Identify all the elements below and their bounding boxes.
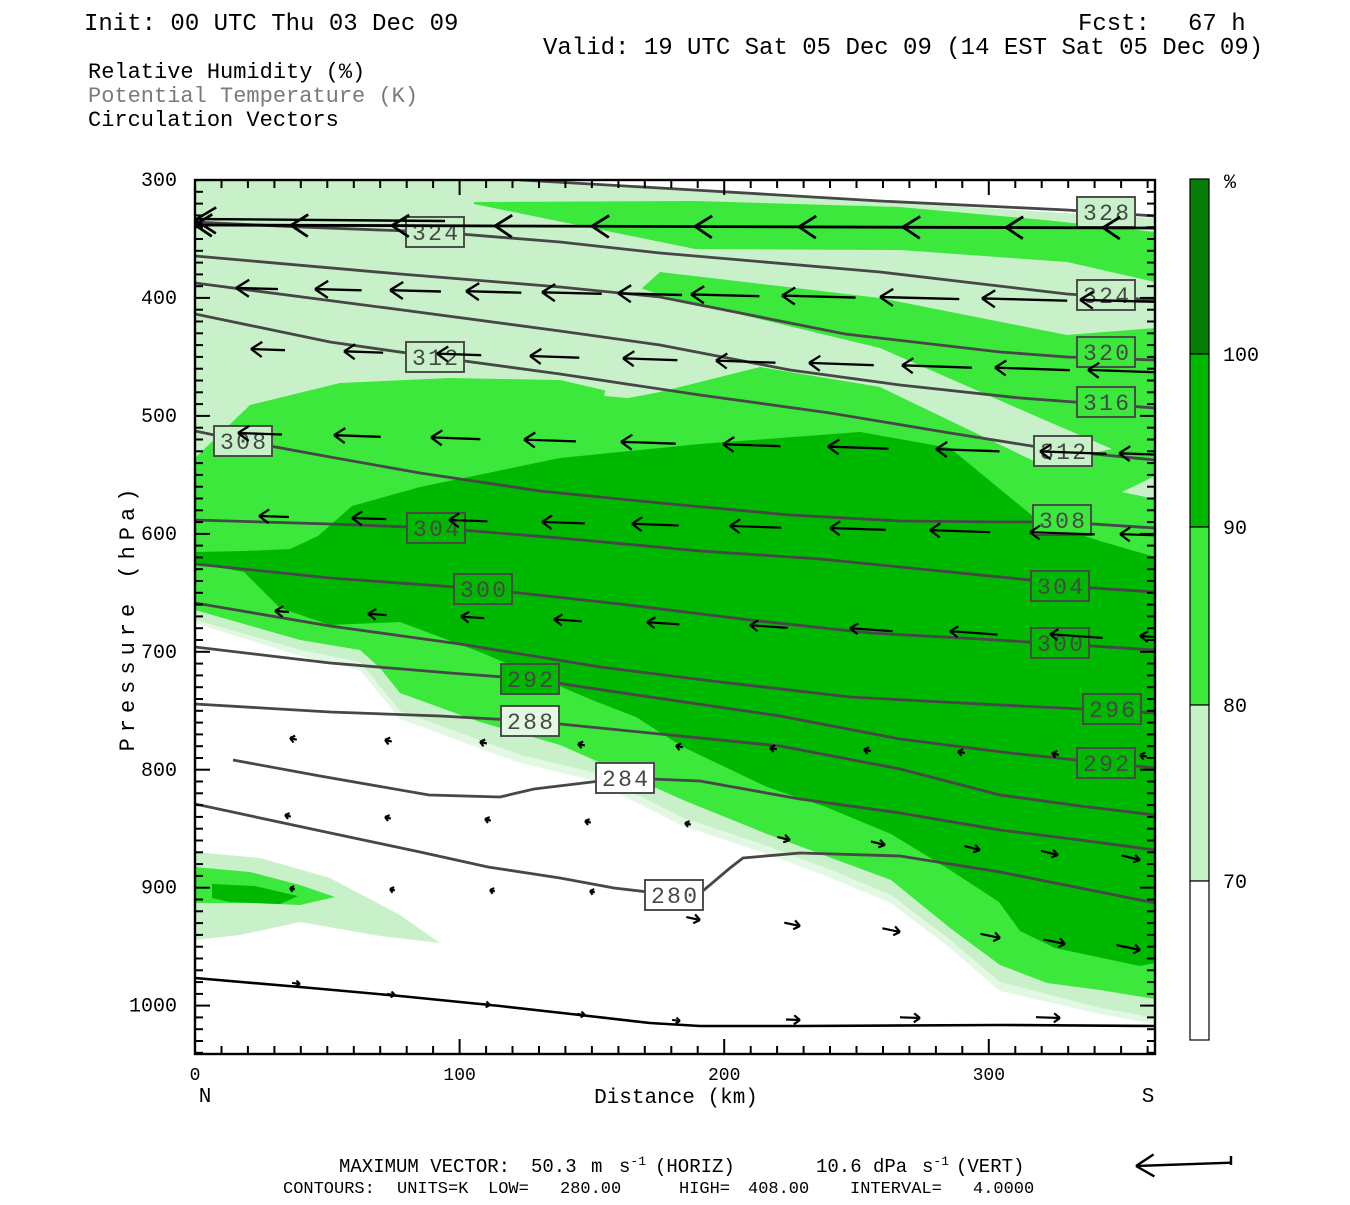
svg-text:312: 312 xyxy=(412,346,458,372)
svg-text:67 h: 67 h xyxy=(1188,11,1246,38)
svg-text:Valid: 19 UTC Sat 05 Dec 09 (1: Valid: 19 UTC Sat 05 Dec 09 (14 EST Sat … xyxy=(543,35,1263,62)
svg-text:296: 296 xyxy=(1089,698,1135,724)
svg-text:400: 400 xyxy=(141,288,177,311)
svg-text:Relative Humidity (%): Relative Humidity (%) xyxy=(88,60,365,85)
svg-text:Init: 00 UTC Thu 03 Dec 09: Init: 00 UTC Thu 03 Dec 09 xyxy=(84,11,458,38)
svg-text:280.00: 280.00 xyxy=(560,1180,621,1199)
svg-text:80: 80 xyxy=(1223,696,1247,719)
svg-text:300: 300 xyxy=(460,578,506,604)
svg-text:900: 900 xyxy=(141,878,177,901)
svg-text:280: 280 xyxy=(651,884,697,910)
svg-text:(HORIZ): (HORIZ) xyxy=(655,1156,735,1178)
svg-text:800: 800 xyxy=(141,760,177,783)
svg-text:320: 320 xyxy=(1083,341,1129,367)
svg-text:304: 304 xyxy=(1037,575,1083,601)
svg-text:700: 700 xyxy=(141,642,177,665)
svg-text:LOW=: LOW= xyxy=(488,1180,529,1199)
svg-text:UNITS=K: UNITS=K xyxy=(397,1180,469,1199)
svg-text:200: 200 xyxy=(708,1066,740,1086)
svg-text:500: 500 xyxy=(141,406,177,429)
svg-text:288: 288 xyxy=(507,710,553,736)
svg-text:Fcst:: Fcst: xyxy=(1078,11,1150,38)
svg-text:Distance (km): Distance (km) xyxy=(594,1087,758,1110)
svg-text:Circulation Vectors: Circulation Vectors xyxy=(88,108,339,133)
svg-text:S: S xyxy=(1142,1086,1155,1109)
svg-text:HIGH=: HIGH= xyxy=(679,1180,730,1199)
svg-text:Pressure (hPa): Pressure (hPa) xyxy=(116,483,141,752)
svg-text:316: 316 xyxy=(1083,391,1129,417)
svg-text:284: 284 xyxy=(602,767,648,793)
svg-text:1000: 1000 xyxy=(129,996,177,1019)
svg-text:292: 292 xyxy=(1083,752,1129,778)
svg-text:MAXIMUM VECTOR:: MAXIMUM VECTOR: xyxy=(339,1156,510,1178)
svg-text:70: 70 xyxy=(1223,872,1247,895)
svg-text:m: m xyxy=(591,1156,602,1178)
svg-text:50.3: 50.3 xyxy=(531,1156,577,1178)
svg-text:dPa: dPa xyxy=(873,1156,907,1178)
svg-text:300: 300 xyxy=(141,170,177,193)
svg-text:10.6: 10.6 xyxy=(816,1156,862,1178)
svg-text:4.0000: 4.0000 xyxy=(973,1180,1034,1199)
svg-text:600: 600 xyxy=(141,524,177,547)
svg-text:300: 300 xyxy=(973,1066,1005,1086)
svg-text:0: 0 xyxy=(190,1066,201,1086)
svg-text:328: 328 xyxy=(1083,201,1129,227)
svg-text:324: 324 xyxy=(1083,284,1129,310)
svg-text:408.00: 408.00 xyxy=(748,1180,809,1199)
svg-text:N: N xyxy=(199,1086,212,1109)
svg-text:INTERVAL=: INTERVAL= xyxy=(850,1180,942,1199)
svg-text:(VERT): (VERT) xyxy=(956,1156,1024,1178)
svg-text:%: % xyxy=(1224,172,1237,195)
svg-text:Potential Temperature (K): Potential Temperature (K) xyxy=(88,84,418,109)
svg-text:292: 292 xyxy=(507,668,553,694)
svg-text:100: 100 xyxy=(1223,345,1259,368)
svg-text:CONTOURS:: CONTOURS: xyxy=(283,1180,375,1199)
svg-text:308: 308 xyxy=(1039,509,1085,535)
svg-text:100: 100 xyxy=(443,1066,475,1086)
svg-text:90: 90 xyxy=(1223,518,1247,541)
